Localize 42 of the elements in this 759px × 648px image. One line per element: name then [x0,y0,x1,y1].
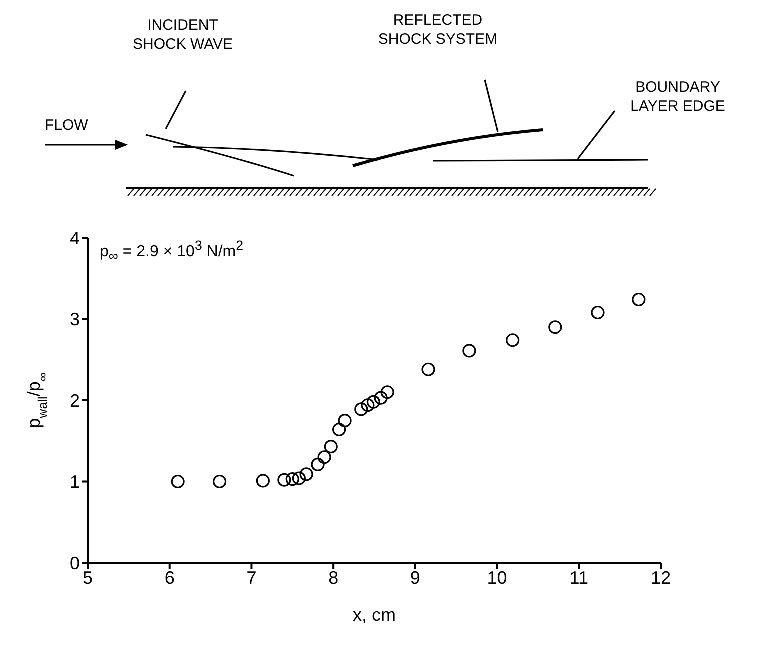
point [311,458,325,472]
point [462,344,476,358]
y-tick-label: 3 [70,310,80,330]
x-tick-label: 5 [82,568,94,588]
point [366,395,380,409]
x-tick-label: 9 [410,568,420,588]
y-tick-label: 2 [70,390,80,411]
point [374,391,388,405]
x-tick-label: 7 [246,568,257,588]
point [292,472,306,486]
y-tick-label: 0 [70,553,80,574]
point [256,474,270,488]
point [171,474,185,489]
x-tick-label: 11 [570,568,588,588]
x-tick-label: 8 [328,568,339,588]
x-axis-title: x, cm [353,605,396,625]
point [548,320,562,334]
point [506,334,520,348]
x-tick-label: 12 [650,568,672,588]
y-tick-label: 1 [70,472,80,492]
point [380,386,394,400]
point [212,474,227,489]
point [422,362,436,376]
y-tick-label: 4 [70,228,80,248]
text: FLOW [45,116,88,135]
point [278,473,292,487]
text: INCIDENT SHOCK WAVE [132,16,234,54]
text: REFLECTED SHOCK SYSTEM [377,11,499,49]
point [318,450,332,464]
point [286,472,300,486]
point [324,440,338,454]
point [354,402,368,416]
text: BOUNDARY LAYER EDGE [630,78,726,116]
point [338,414,352,428]
point [332,422,346,437]
annotation: p$_{∞}$ = 2.9 × 10$^{3}$ N/m$^{2}$ [100,238,244,264]
x-tick-label: 10 [487,568,508,588]
point [591,306,605,320]
point [300,468,314,482]
x-tick-label: 6 [164,568,175,588]
point [361,398,375,412]
point [632,292,646,307]
